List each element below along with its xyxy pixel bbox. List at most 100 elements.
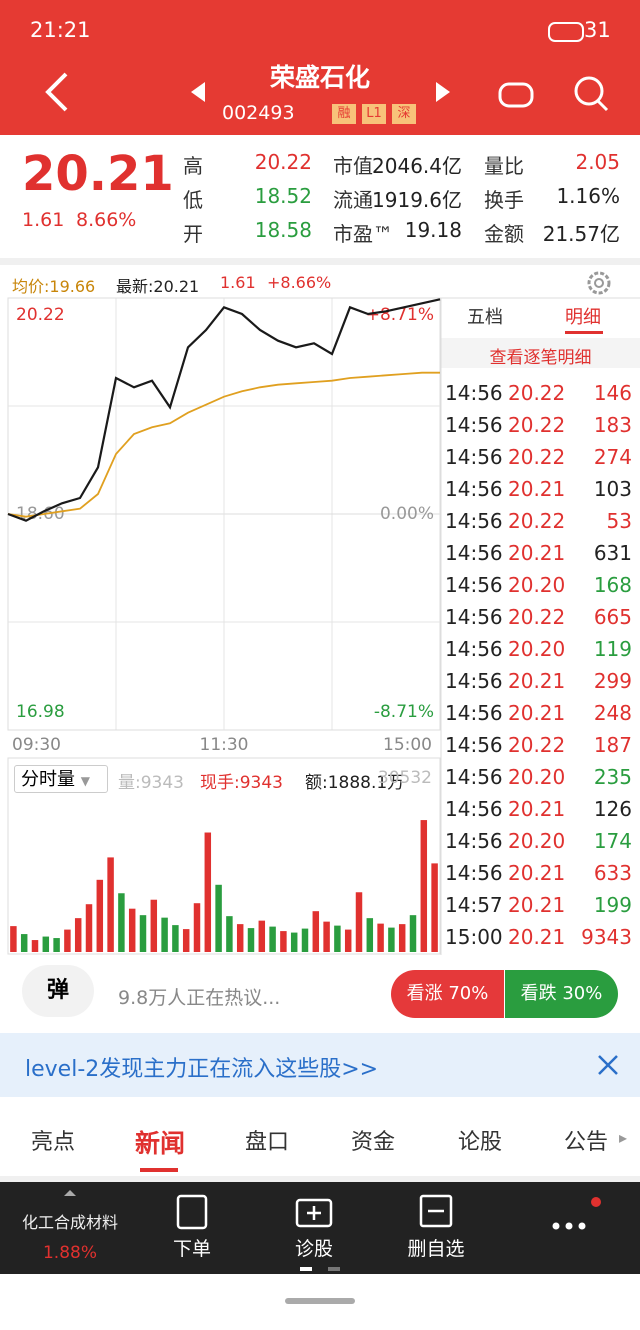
diagnose-icon[interactable] xyxy=(295,1198,333,1228)
tab[interactable]: 五档 xyxy=(467,307,503,328)
home-indicator xyxy=(285,1298,355,1304)
trade-time: 14:56 xyxy=(445,861,503,885)
next-icon[interactable] xyxy=(436,82,450,102)
volume-bar xyxy=(247,928,255,952)
trade-volume: 168 xyxy=(593,573,632,597)
trade-price: 20.21 xyxy=(508,925,566,949)
search-icon[interactable] xyxy=(574,76,604,106)
robot-icon[interactable] xyxy=(498,82,534,108)
volume-bar xyxy=(344,929,352,952)
trade-price: 20.21 xyxy=(508,669,566,693)
more-arrow[interactable]: ▸ xyxy=(619,1128,628,1147)
sector-name[interactable]: 化工合成材料 xyxy=(21,1213,118,1232)
volume-bar xyxy=(193,903,201,952)
trade-price: 20.20 xyxy=(508,765,566,789)
trade-time: 14:56 xyxy=(445,541,503,565)
link-bg xyxy=(441,338,640,368)
trade-time: 14:56 xyxy=(445,381,503,405)
stat-value: 19.18 xyxy=(404,218,462,242)
volume-bar xyxy=(398,924,406,952)
toolbar-button[interactable]: 诊股 xyxy=(294,1238,333,1260)
volume-selector[interactable]: 分时量 ▼ xyxy=(14,765,108,793)
volume-bar xyxy=(323,921,330,952)
toolbar-button[interactable]: 下单 xyxy=(172,1238,211,1260)
volume-info: 量:9343 xyxy=(118,773,184,793)
trade-volume: 146 xyxy=(593,381,632,405)
trade-price: 20.22 xyxy=(508,605,566,629)
volume-bar xyxy=(107,857,114,952)
tab-active[interactable]: 新闻 xyxy=(134,1129,185,1158)
more-icon[interactable] xyxy=(552,1222,560,1230)
trade-volume: 183 xyxy=(593,413,632,437)
tab-active[interactable]: 明细 xyxy=(565,307,601,328)
tab[interactable]: 盘口 xyxy=(244,1130,289,1155)
trade-price: 20.21 xyxy=(508,477,566,501)
y2-tick-label: +8.71% xyxy=(366,305,434,325)
change: 1.61 xyxy=(22,209,65,231)
volume-bar xyxy=(226,916,233,952)
volume-bar xyxy=(366,918,374,952)
latest-change: 1.61 xyxy=(220,273,256,292)
header-bg xyxy=(0,0,640,135)
price-line xyxy=(7,371,440,518)
detail-link[interactable]: 查看逐笔明细 xyxy=(489,348,592,368)
stat-value: 1919.6亿 xyxy=(372,188,462,212)
volume-bar xyxy=(53,938,60,952)
volume-bar xyxy=(182,929,190,952)
tab[interactable]: 资金 xyxy=(350,1130,395,1155)
volume-bar xyxy=(31,940,39,952)
remove-icon[interactable] xyxy=(419,1194,453,1228)
volume-bar xyxy=(118,893,125,952)
stat-label: 金额 xyxy=(484,222,524,246)
settings-icon[interactable] xyxy=(584,268,614,298)
banner[interactable] xyxy=(0,1033,640,1097)
volume-bar xyxy=(290,932,298,952)
volume-bar xyxy=(301,928,309,952)
volume-bar xyxy=(172,925,179,952)
tab[interactable]: 公告 xyxy=(563,1130,608,1155)
trade-volume: 235 xyxy=(593,765,632,789)
bearish-button[interactable]: 看跌 30% xyxy=(505,970,618,1018)
volume-bar xyxy=(96,879,104,952)
amount: 额:1888.1万 xyxy=(305,773,405,793)
change-pct: 8.66% xyxy=(76,209,137,231)
trade-volume: 187 xyxy=(593,733,632,757)
volume-bar xyxy=(10,926,17,952)
stat-label: 开 xyxy=(183,222,203,246)
trade-price: 20.22 xyxy=(508,509,566,533)
latest-pct: +8.66% xyxy=(267,273,332,292)
bullish-button[interactable]: 看涨 70% xyxy=(391,970,504,1018)
tab[interactable]: 论股 xyxy=(457,1130,502,1155)
stat-label: 市盈™ xyxy=(333,222,393,246)
divider xyxy=(0,1176,640,1182)
tab-underline xyxy=(565,331,603,334)
prev-icon[interactable] xyxy=(191,82,205,102)
trade-volume: 299 xyxy=(593,669,632,693)
trade-time: 14:56 xyxy=(445,445,503,469)
tag: 融 xyxy=(332,104,356,124)
close-icon[interactable] xyxy=(596,1053,620,1077)
tag: L1 xyxy=(362,104,386,124)
discussion-text[interactable]: 9.8万人正在热议... xyxy=(118,987,281,1009)
stat-value: 2.05 xyxy=(575,150,620,174)
volume-bar xyxy=(280,931,287,952)
sector-change[interactable]: 1.88% xyxy=(42,1243,97,1263)
tab[interactable]: 亮点 xyxy=(30,1130,75,1155)
trade-price: 20.21 xyxy=(508,701,566,725)
trade-price: 20.20 xyxy=(508,637,566,661)
toolbar-icons xyxy=(64,1190,601,1271)
volume-bar xyxy=(42,936,50,952)
selector-label: 分时量 xyxy=(21,769,75,790)
y2-tick-label: 0.00% xyxy=(380,504,434,524)
toolbar-button[interactable]: 删自选 xyxy=(407,1238,465,1260)
trade-price: 20.22 xyxy=(508,445,566,469)
back-icon[interactable] xyxy=(45,72,68,112)
y-tick-label: 30532 xyxy=(378,768,432,788)
banner-text[interactable]: level-2发现主力正在流入这些股>> xyxy=(25,1057,379,1082)
order-icon[interactable] xyxy=(176,1194,208,1230)
danmu-button[interactable]: 弹 xyxy=(22,965,94,1017)
volume-bar xyxy=(64,929,71,952)
trade-volume: 103 xyxy=(593,477,632,501)
trade-time: 14:56 xyxy=(445,413,503,437)
